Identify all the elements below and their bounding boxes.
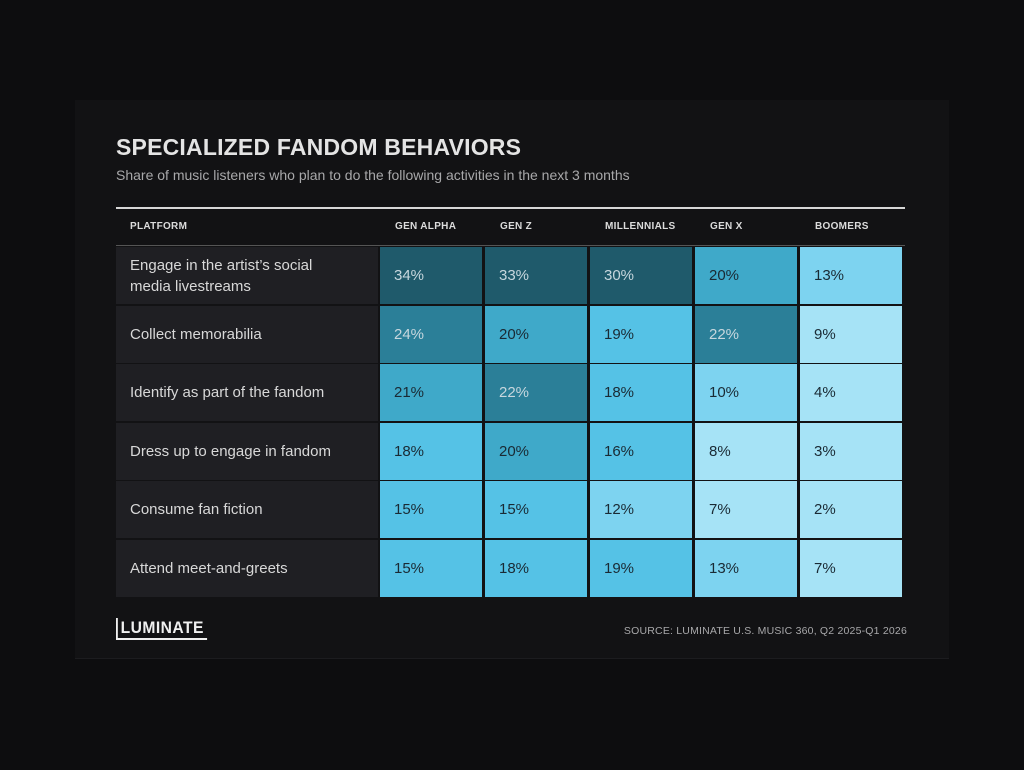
- heatmap-cell: 2%: [800, 481, 902, 538]
- heatmap-cell: 13%: [800, 247, 902, 304]
- heatmap-cell: 18%: [380, 423, 482, 480]
- header-top-rule: [116, 207, 905, 209]
- heatmap-cell: 20%: [695, 247, 797, 304]
- row-header-label: PLATFORM: [130, 221, 188, 232]
- heatmap-cell: 22%: [695, 306, 797, 363]
- heatmap-cell: 19%: [590, 540, 692, 597]
- heatmap-cell: 24%: [380, 306, 482, 363]
- heatmap-cell: 15%: [380, 481, 482, 538]
- heatmap-cell: 18%: [590, 364, 692, 421]
- heatmap-cell: 20%: [485, 306, 587, 363]
- heatmap-cell: 21%: [380, 364, 482, 421]
- heatmap-cell: 18%: [485, 540, 587, 597]
- luminate-logo: LUMINATE: [116, 618, 207, 640]
- heatmap-cell: 12%: [590, 481, 692, 538]
- source-note: SOURCE: LUMINATE U.S. MUSIC 360, Q2 2025…: [623, 625, 907, 637]
- chart-subtitle: Share of music listeners who plan to do …: [116, 167, 630, 183]
- heatmap-cell: 4%: [800, 364, 902, 421]
- heatmap-cell: 8%: [695, 423, 797, 480]
- column-header-gen-x: GEN X: [710, 221, 743, 232]
- column-header-boomers: BOOMERS: [815, 221, 869, 232]
- heatmap-cell: 30%: [590, 247, 692, 304]
- heatmap-cell: 15%: [485, 481, 587, 538]
- heatmap-cell: 20%: [485, 423, 587, 480]
- heatmap-cell: 22%: [485, 364, 587, 421]
- row-label: Collect memorabilia: [116, 306, 378, 363]
- column-header-gen-alpha: GEN ALPHA: [395, 221, 457, 232]
- header-divider: [116, 245, 905, 246]
- heatmap-cell: 33%: [485, 247, 587, 304]
- heatmap-cell: 9%: [800, 306, 902, 363]
- heatmap-cell: 15%: [380, 540, 482, 597]
- heatmap-cell: 10%: [695, 364, 797, 421]
- heatmap-cell: 19%: [590, 306, 692, 363]
- column-header-millennials: MILLENNIALS: [605, 221, 676, 232]
- row-label: Consume fan fiction: [116, 481, 378, 538]
- column-header-gen-z: GEN Z: [500, 221, 533, 232]
- row-label: Dress up to engage in fandom: [116, 423, 378, 480]
- chart-title: SPECIALIZED FANDOM BEHAVIORS: [116, 134, 522, 160]
- heatmap-cell: 3%: [800, 423, 902, 480]
- heatmap-cell: 34%: [380, 247, 482, 304]
- row-label: Attend meet-and-greets: [116, 540, 378, 597]
- row-label: Identify as part of the fandom: [116, 364, 378, 421]
- row-label: Engage in the artist’s social media live…: [116, 247, 378, 304]
- heatmap-cell: 7%: [800, 540, 902, 597]
- heatmap-cell: 7%: [695, 481, 797, 538]
- heatmap-cell: 13%: [695, 540, 797, 597]
- heatmap-cell: 16%: [590, 423, 692, 480]
